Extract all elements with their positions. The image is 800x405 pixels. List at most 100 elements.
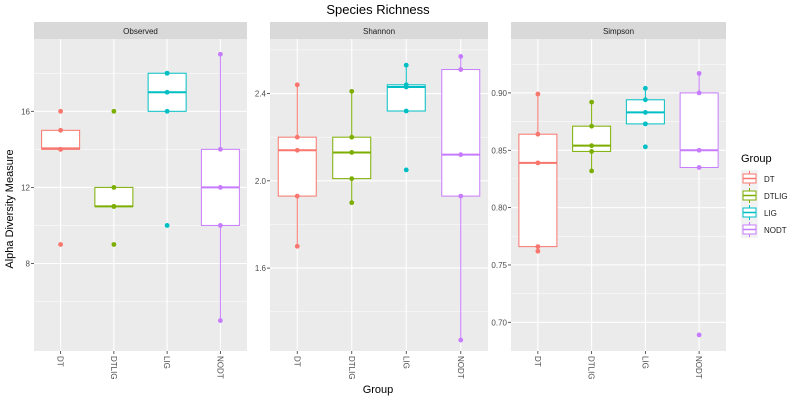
box-iqr <box>94 186 134 207</box>
data-point <box>217 146 223 152</box>
chart-title: Species Richness <box>326 2 430 17</box>
y-tick-label: 8 <box>26 259 31 268</box>
box-lig <box>625 85 665 150</box>
data-point <box>217 318 223 323</box>
data-point <box>349 150 355 155</box>
data-point <box>589 168 595 174</box>
facet-strip-label: Observed <box>123 27 158 36</box>
data-point <box>217 223 223 228</box>
legend-label: DTLIG <box>764 192 788 201</box>
facet-strip-label: Shannon <box>363 27 395 36</box>
legend-entry-nodt: NODT <box>741 221 787 238</box>
x-tick-label: NODT <box>215 356 224 379</box>
data-point <box>164 108 170 114</box>
legend-label: NODT <box>764 226 787 235</box>
data-point <box>217 51 223 57</box>
data-point <box>111 204 117 209</box>
box-dt <box>518 91 558 254</box>
x-tick-label: LIG <box>640 356 649 369</box>
y-tick-label: 0.90 <box>491 89 507 98</box>
data-point <box>294 193 300 199</box>
box-nodt <box>441 54 481 343</box>
box-iqr <box>332 136 372 180</box>
data-point <box>535 244 541 250</box>
x-tick-label: DT <box>56 356 65 367</box>
data-point <box>642 144 648 150</box>
x-tick-label: DTLIG <box>109 356 118 380</box>
y-axis-title: Alpha Diversity Measure <box>4 149 16 268</box>
data-point <box>696 332 702 338</box>
box-lig <box>147 70 187 228</box>
box-iqr <box>441 69 481 197</box>
data-point <box>403 108 409 114</box>
data-point <box>535 131 541 137</box>
box-dt <box>41 108 81 247</box>
data-point <box>535 248 541 254</box>
data-point <box>58 108 64 114</box>
data-point <box>696 147 702 153</box>
data-point <box>589 143 595 149</box>
data-point <box>696 165 702 170</box>
data-point <box>458 67 464 72</box>
data-point <box>403 62 409 68</box>
legend-label: DT <box>764 175 775 184</box>
y-tick-label: 1.6 <box>255 264 267 273</box>
facet-panel-observed: Observed 8 12 16 DT DTLIG LIG NODT <box>21 22 247 380</box>
data-point <box>403 84 409 90</box>
box-lig <box>386 62 426 173</box>
data-point <box>642 85 648 91</box>
legend: Group DT DTLIG LIG NODT <box>741 153 788 238</box>
data-point <box>458 54 464 59</box>
data-point <box>696 71 702 76</box>
data-point <box>349 88 355 94</box>
data-point <box>642 97 648 103</box>
x-tick-label: DT <box>292 356 301 367</box>
data-point <box>458 337 464 343</box>
x-tick-label: LIG <box>401 356 410 369</box>
data-point <box>696 90 702 96</box>
data-point <box>294 82 300 88</box>
y-tick-label: 0.85 <box>491 146 507 155</box>
data-point <box>589 99 595 105</box>
data-point <box>642 121 648 127</box>
box-nodt <box>679 71 719 338</box>
facet-panel-simpson: Simpson 0.70 0.75 0.80 0.85 0.90 DT DTLIG LIG NOD… <box>491 22 726 380</box>
x-axis-title: Group <box>363 384 394 396</box>
x-tick-label: NODT <box>456 356 465 379</box>
box-iqr <box>518 133 558 248</box>
data-point <box>217 184 223 190</box>
data-point <box>164 70 170 76</box>
y-tick-label: 16 <box>21 107 30 116</box>
data-point <box>58 242 64 247</box>
legend-label: LIG <box>764 209 777 218</box>
facet-strip <box>270 22 488 39</box>
x-tick-label: DT <box>533 356 542 367</box>
data-point <box>58 127 64 133</box>
facet-strip <box>34 22 247 39</box>
data-point <box>403 167 409 173</box>
data-point <box>642 110 648 115</box>
legend-entry-lig: LIG <box>741 204 777 221</box>
legend-title: Group <box>741 153 772 165</box>
data-point <box>111 184 117 190</box>
y-tick-label: 2.4 <box>255 90 267 99</box>
box-nodt <box>200 51 240 323</box>
data-point <box>111 242 117 247</box>
y-tick-label: 0.70 <box>491 318 507 327</box>
box-iqr <box>679 92 719 168</box>
box-dtlig <box>94 108 134 247</box>
x-tick-label: LIG <box>162 356 171 369</box>
data-point <box>589 123 595 129</box>
data-point <box>164 89 170 95</box>
data-point <box>535 91 541 97</box>
box-iqr <box>277 136 317 197</box>
data-point <box>294 147 300 153</box>
box-dt <box>277 82 317 249</box>
facet-strip-label: Simpson <box>603 27 634 36</box>
facet-panel-shannon: Shannon 1.6 2.0 2.4 DT DTLIG LIG NODT <box>255 22 488 380</box>
x-tick-label: DTLIG <box>347 356 356 380</box>
data-point <box>164 223 170 228</box>
data-point <box>458 193 464 199</box>
